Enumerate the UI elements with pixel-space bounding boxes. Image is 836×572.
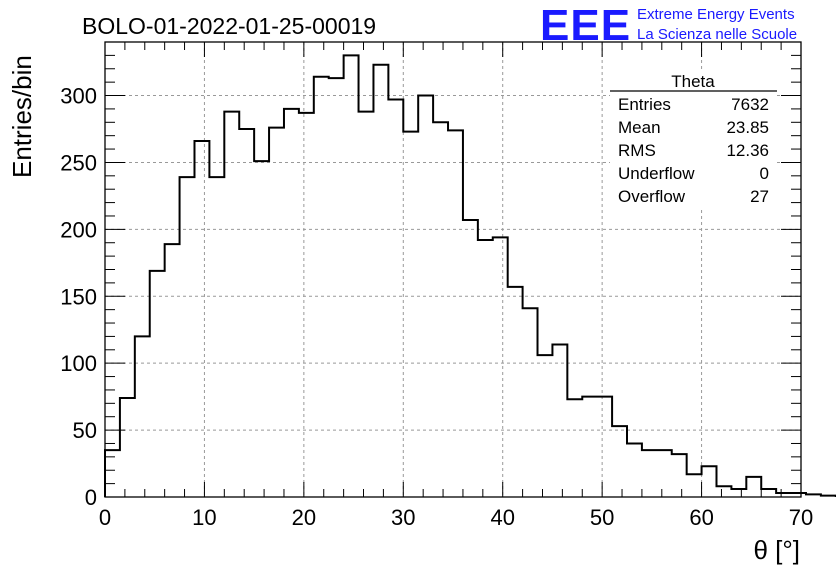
stats-rms-label: RMS — [618, 141, 656, 160]
y-tick-label: 150 — [60, 284, 97, 309]
stats-mean-value: 23.85 — [726, 118, 769, 137]
x-tick-label: 50 — [590, 505, 614, 530]
x-tick-labels: 0 10 20 30 40 50 60 70 — [99, 505, 813, 530]
stats-underflow-label: Underflow — [618, 164, 695, 183]
stats-entries-label: Entries — [618, 95, 671, 114]
histogram-series-line — [104, 54, 836, 497]
y-tick-label: 50 — [73, 418, 97, 443]
stats-underflow-value: 0 — [760, 164, 769, 183]
y-tick-label: 200 — [60, 217, 97, 242]
x-tick-label: 60 — [689, 505, 713, 530]
grid-lines — [105, 42, 801, 497]
x-tick-label: 20 — [292, 505, 316, 530]
eee-logo: EEE Extreme Energy Events La Scienza nel… — [540, 1, 797, 50]
x-tick-label: 30 — [391, 505, 415, 530]
y-axis-label: Entries/bin — [7, 55, 37, 178]
x-tick-label: 0 — [99, 505, 111, 530]
y-tick-label: 300 — [60, 84, 97, 109]
y-tick-label: 0 — [85, 485, 97, 510]
axis-ticks — [104, 41, 802, 498]
stats-rms-value: 12.36 — [726, 141, 769, 160]
stats-entries-value: 7632 — [731, 95, 769, 114]
eee-logo-mark: EEE — [540, 1, 631, 50]
y-tick-label: 100 — [60, 351, 97, 376]
stats-overflow-label: Overflow — [618, 187, 686, 206]
stats-overflow-value: 27 — [750, 187, 769, 206]
x-tick-label: 10 — [192, 505, 216, 530]
stats-mean-label: Mean — [618, 118, 661, 137]
x-tick-label: 40 — [490, 505, 514, 530]
stats-title: Theta — [671, 72, 715, 91]
y-tick-labels: 0 50 100 150 200 250 300 — [60, 84, 97, 510]
x-axis-label: θ [°] — [753, 535, 800, 565]
y-tick-label: 250 — [60, 150, 97, 175]
x-tick-label: 70 — [789, 505, 813, 530]
eee-logo-line1: Extreme Energy Events — [637, 6, 795, 23]
run-title: BOLO-01-2022-01-25-00019 — [82, 13, 376, 39]
eee-logo-line2: La Scienza nelle Scuole — [637, 26, 797, 43]
stats-box-background — [610, 70, 776, 210]
stats-box: Theta Entries 7632 Mean 23.85 RMS 12.36 … — [610, 70, 777, 210]
